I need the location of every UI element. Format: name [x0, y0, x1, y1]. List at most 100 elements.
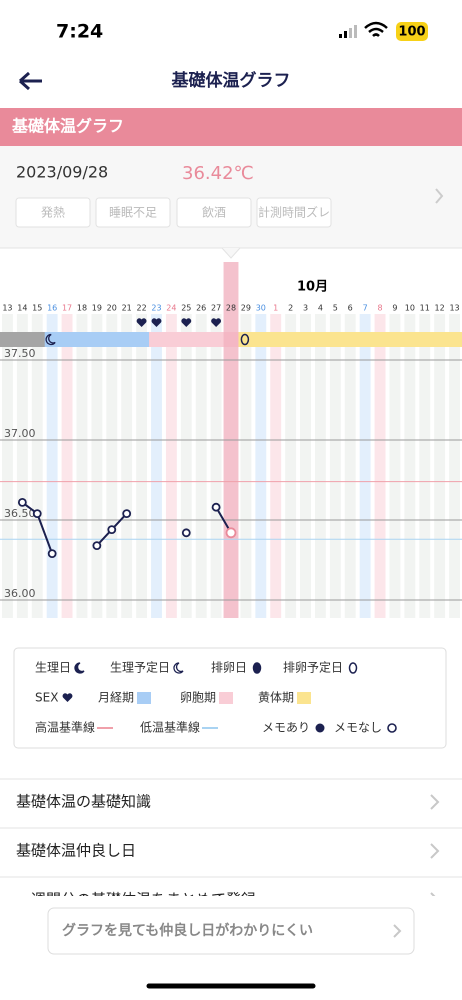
legend-label: 生理予定日	[110, 660, 170, 675]
day-label: 7	[363, 304, 368, 313]
legend-icon	[62, 693, 73, 702]
sex-icon	[136, 318, 147, 327]
day-label: 10	[405, 304, 415, 313]
day-column	[285, 314, 297, 618]
legend-icon	[297, 692, 311, 704]
phase-bar	[44, 332, 150, 347]
record-temperature: 36.42℃	[182, 163, 254, 184]
day-label: 30	[256, 304, 266, 313]
selected-phase	[223, 332, 239, 347]
day-label: 5	[333, 304, 338, 313]
day-column	[300, 314, 311, 618]
day-label: 13	[2, 304, 12, 313]
tag[interactable]	[176, 197, 252, 228]
chevron	[393, 924, 402, 938]
signal	[339, 25, 357, 38]
chevron	[435, 188, 444, 204]
temperature-point	[17, 497, 27, 507]
day-label: 22	[136, 304, 146, 313]
month-label: 10月	[297, 280, 328, 295]
day-column	[76, 314, 88, 618]
day-column	[449, 314, 460, 618]
day-label: 9	[392, 304, 397, 313]
record-date: 2023/09/28	[16, 163, 108, 182]
day-column	[270, 314, 282, 618]
section-title: 基礎体温グラフ	[11, 117, 124, 136]
ovulation-icon	[240, 333, 250, 346]
legend-icon	[137, 692, 151, 704]
day-label: 23	[151, 304, 161, 313]
day-label: 4	[318, 304, 323, 313]
back-button[interactable]	[19, 71, 42, 91]
day-label: 16	[47, 304, 57, 313]
temperature-point	[181, 528, 191, 538]
day-label: 28	[226, 304, 236, 313]
legend-label: 生理日	[35, 661, 71, 675]
wifi	[364, 21, 388, 37]
day-column	[434, 314, 446, 618]
day-column	[389, 314, 401, 618]
day-label: 1	[273, 304, 278, 313]
day-label: 2	[288, 304, 293, 313]
day-label: 15	[32, 304, 42, 313]
status-time: 7:24	[56, 21, 103, 43]
day-label: 29	[241, 304, 251, 313]
day-column	[46, 314, 58, 618]
banner-text: グラフを見ても仲良し日がわかりにくい	[62, 922, 313, 939]
sex-icon	[211, 318, 222, 327]
legend-label: 低温基準線	[140, 720, 200, 735]
period-icon	[45, 333, 56, 346]
day-label: 21	[122, 304, 132, 313]
battery	[396, 22, 428, 41]
tag-label: 発熱	[41, 206, 65, 220]
day-column	[151, 314, 162, 618]
link-label: 基礎体温仲良し日	[16, 842, 136, 860]
y-tick-label: 37.00	[4, 427, 36, 440]
record-panel[interactable]	[0, 146, 462, 248]
legend-icon	[173, 662, 184, 674]
legend-label: メモあり	[262, 721, 310, 735]
day-label: 20	[107, 304, 117, 313]
day-column	[31, 314, 43, 618]
legend-label: メモなし	[334, 721, 382, 735]
temperature-point	[32, 509, 42, 518]
tag[interactable]	[256, 197, 332, 228]
banner[interactable]	[47, 907, 415, 955]
tag[interactable]	[15, 197, 91, 228]
phase-bar	[149, 332, 239, 347]
day-label: 24	[166, 304, 176, 313]
day-column	[240, 314, 252, 618]
y-tick-label: 36.00	[4, 587, 36, 600]
tag[interactable]	[95, 197, 171, 228]
day-column	[359, 314, 371, 618]
legend-icon	[387, 723, 397, 733]
chevron	[430, 843, 440, 859]
day-column	[180, 314, 192, 618]
legend-icon	[252, 662, 262, 674]
legend-icon	[348, 662, 358, 674]
day-column	[165, 314, 177, 618]
legend-label: 黄体期	[258, 691, 294, 705]
day-column	[106, 314, 118, 618]
day-column	[61, 314, 73, 618]
temperature-point	[122, 509, 132, 518]
day-label: 26	[196, 304, 206, 313]
legend-label: 月経期	[98, 691, 134, 705]
day-label: 17	[62, 304, 72, 313]
day-label: 18	[77, 304, 87, 313]
day-label: 3	[303, 304, 308, 313]
day-label: 11	[420, 304, 430, 313]
legend-icon	[219, 692, 233, 704]
temperature-point	[47, 549, 57, 558]
day-column	[136, 314, 148, 618]
day-label: 27	[211, 304, 221, 313]
day-column	[195, 314, 207, 618]
legend-label: 高温基準線	[35, 720, 95, 735]
day-column	[404, 314, 416, 618]
phase-bar	[238, 332, 462, 347]
link-label: 基礎体温の基礎知識	[16, 793, 151, 811]
day-column	[374, 314, 386, 618]
day-label: 13	[449, 304, 459, 313]
day-label: 12	[435, 304, 445, 313]
